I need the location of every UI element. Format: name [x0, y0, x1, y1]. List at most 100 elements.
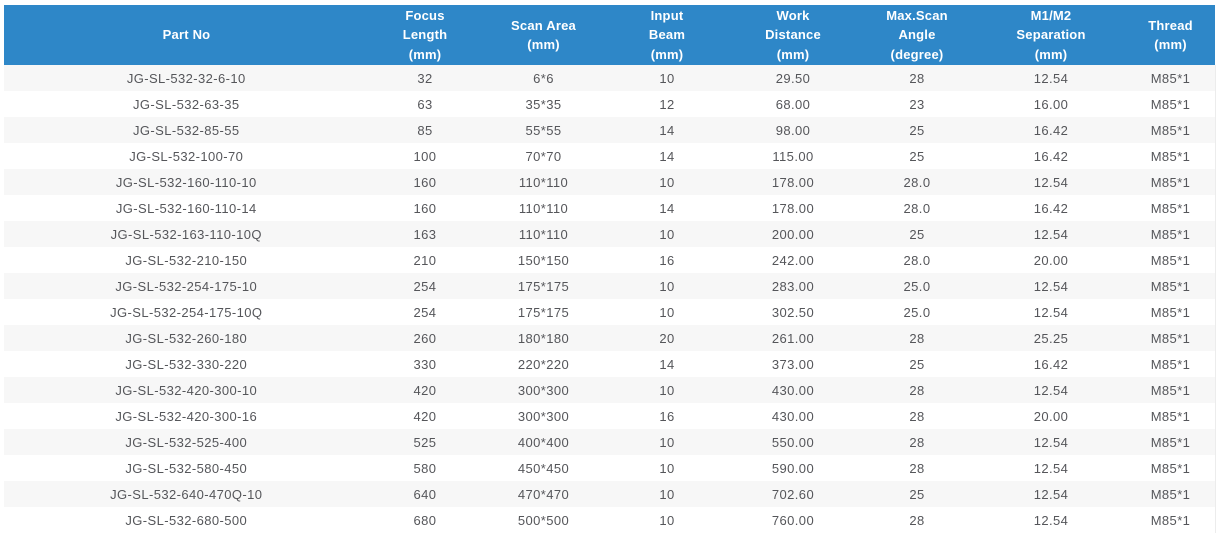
- table-cell: 110*110: [518, 226, 569, 242]
- table-cell: 25.25: [1033, 330, 1069, 346]
- table-cell: M85*1: [1126, 221, 1216, 247]
- table-cell: 590.00: [771, 460, 815, 476]
- table-cell: M85*1: [1126, 481, 1216, 507]
- column-header-part-no: Part No: [4, 5, 369, 65]
- table-cell: 28: [909, 512, 925, 528]
- table-cell: 178.00: [771, 200, 815, 216]
- table-cell: 68.00: [775, 96, 811, 112]
- table-cell: 12: [659, 96, 675, 112]
- table-row: JG-SL-532-160-110-14 160 110*110 14 178.00 28…: [4, 195, 1216, 221]
- table-cell: M85*1: [1126, 117, 1216, 143]
- table-cell: 20.00: [1033, 408, 1069, 424]
- table-row: JG-SL-532-100-70 100 70*70 14 115.00 25 16.42 M…: [4, 143, 1216, 169]
- table-cell: 25: [909, 148, 925, 164]
- table-cell: 16: [659, 408, 675, 424]
- table-cell: 420: [413, 408, 437, 424]
- table-cell: 10: [659, 460, 675, 476]
- table-cell: JG-SL-532-254-175-10: [115, 278, 258, 294]
- table-cell: 115.00: [772, 148, 814, 164]
- table-cell: M85*1: [1126, 507, 1216, 533]
- table-cell: 180*180: [517, 330, 570, 346]
- table-cell: 160: [413, 200, 437, 216]
- table-cell: 16.42: [1033, 356, 1069, 372]
- table-body: JG-SL-532-32-6-10 32 6*6 10 29.50 28 12.54 M85*…: [4, 65, 1216, 533]
- table-cell: 70*70: [525, 148, 562, 164]
- table-cell: M85*1: [1126, 299, 1216, 325]
- table-cell: JG-SL-532-260-180: [125, 330, 248, 346]
- table-cell: 163: [413, 226, 437, 242]
- table-cell: 20: [659, 330, 675, 346]
- table-row: JG-SL-532-420-300-10 420 300*300 10 430.00 28…: [4, 377, 1216, 403]
- table-cell: 28.0: [903, 200, 931, 216]
- table-cell: 400*400: [517, 434, 570, 450]
- table-cell: 25: [909, 226, 925, 242]
- table-row: JG-SL-532-210-150 210 150*150 16 242.00 28.0 2…: [4, 247, 1216, 273]
- table-row: JG-SL-532-32-6-10 32 6*6 10 29.50 28 12.54 M85*…: [4, 65, 1216, 91]
- table-cell: 10: [659, 434, 675, 450]
- table-row: JG-SL-532-163-110-10Q 163 110*110 10 200.00 2…: [4, 221, 1216, 247]
- table-cell: M85*1: [1126, 169, 1216, 195]
- table-row: JG-SL-532-525-400 525 400*400 10 550.00 28 12.…: [4, 429, 1216, 455]
- table-cell: JG-SL-532-163-110-10Q: [110, 226, 262, 242]
- table-cell: M85*1: [1126, 195, 1216, 221]
- table-cell: 25: [909, 122, 925, 138]
- table-row: JG-SL-532-260-180 260 180*180 20 261.00 28 25.…: [4, 325, 1216, 351]
- table-cell: 25.0: [903, 278, 931, 294]
- table-cell: 12.54: [1033, 70, 1069, 86]
- table-cell: 16.42: [1033, 148, 1069, 164]
- table-cell: 14: [659, 356, 675, 372]
- column-header-thread: Thread (mm): [1126, 5, 1215, 65]
- table-cell: 300*300: [517, 382, 570, 398]
- column-header-m1-m2-separation: M1/M2 Separation (mm): [976, 5, 1126, 65]
- table-cell: JG-SL-532-420-300-16: [115, 408, 258, 424]
- table-cell: 10: [659, 304, 675, 320]
- table-cell: 373.00: [771, 356, 815, 372]
- column-header-work-distance: Work Distance (mm): [728, 5, 858, 65]
- table-cell: 550.00: [771, 434, 815, 450]
- table-cell: 25: [909, 486, 925, 502]
- table-cell: 330: [413, 356, 437, 372]
- table-cell: 160: [413, 174, 437, 190]
- table-cell: JG-SL-532-210-150: [125, 252, 248, 268]
- table-cell: 32: [417, 70, 433, 86]
- table-cell: M85*1: [1126, 429, 1216, 455]
- table-header: Part No Focus Length (mm) Scan Area (mm)…: [4, 5, 1215, 65]
- table-cell: JG-SL-532-525-400: [125, 434, 248, 450]
- table-cell: M85*1: [1126, 325, 1216, 351]
- table-cell: 175*175: [517, 278, 570, 294]
- table-cell: 28: [909, 408, 925, 424]
- header-row: Part No Focus Length (mm) Scan Area (mm)…: [4, 5, 1215, 65]
- table-row: JG-SL-532-63-35 63 35*35 12 68.00 23 16.00 M85*…: [4, 91, 1216, 117]
- table-cell: 220*220: [517, 356, 570, 372]
- table-cell: JG-SL-532-100-70: [129, 148, 244, 164]
- table-cell: 420: [413, 382, 437, 398]
- table-cell: 580: [413, 460, 437, 476]
- table-cell: JG-SL-532-254-175-10Q: [110, 304, 263, 320]
- table-cell: 210: [413, 252, 437, 268]
- table-cell: 6*6: [533, 70, 554, 86]
- table-cell: M85*1: [1126, 351, 1216, 377]
- table-cell: 28: [909, 70, 925, 86]
- table-cell: 283.00: [771, 278, 815, 294]
- table-cell: 12.54: [1033, 512, 1069, 528]
- table-cell: 12.54: [1033, 460, 1069, 476]
- table-cell: 100: [413, 148, 437, 164]
- table-cell: M85*1: [1126, 247, 1216, 273]
- table-cell: 302.50: [771, 304, 815, 320]
- table-cell: 680: [413, 512, 437, 528]
- table-cell: 25.0: [903, 304, 931, 320]
- table-cell: 640: [413, 486, 437, 502]
- column-header-scan-area: Scan Area (mm): [481, 5, 606, 65]
- table-cell: 12.54: [1033, 278, 1069, 294]
- column-header-max-scan-angle: Max.Scan Angle (degree): [858, 5, 976, 65]
- table-cell: 28.0: [903, 174, 931, 190]
- table-cell: 16: [659, 252, 675, 268]
- table-cell: JG-SL-532-420-300-10: [115, 382, 258, 398]
- scan-lens-spec-table: Part No Focus Length (mm) Scan Area (mm)…: [4, 5, 1216, 533]
- table-cell: M85*1: [1126, 403, 1216, 429]
- table-cell: 14: [659, 200, 675, 216]
- table-cell: 525: [413, 434, 437, 450]
- table-cell: 12.54: [1033, 434, 1069, 450]
- table-cell: M85*1: [1126, 91, 1216, 117]
- table-cell: 28: [909, 434, 925, 450]
